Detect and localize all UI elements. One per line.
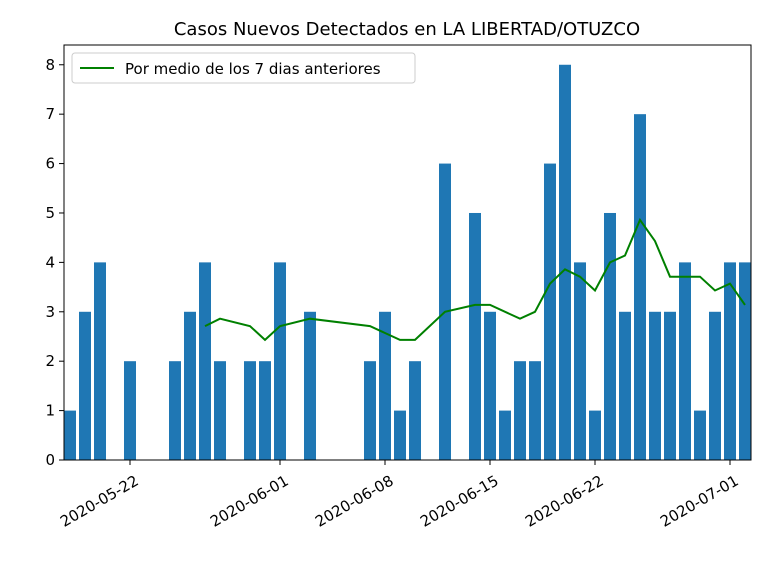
bar [679, 262, 691, 460]
bar [499, 410, 511, 460]
bar [274, 262, 286, 460]
legend: Por medio de los 7 dias anteriores [71, 52, 416, 84]
bar [589, 410, 601, 460]
bar [244, 361, 256, 460]
y-tick-label: 7 [45, 105, 55, 123]
bar [484, 311, 496, 460]
bar [619, 311, 631, 460]
bar [469, 212, 481, 460]
y-tick-label: 0 [45, 451, 55, 469]
chart-title: Casos Nuevos Detectados en LA LIBERTAD/O… [174, 19, 640, 40]
x-tick-label: 2020-06-08 [312, 472, 397, 531]
bar [184, 311, 196, 460]
x-axis: 2020-05-22 2020-06-01 2020-06-08 2020-06-15… [57, 460, 742, 531]
bars-layer [64, 64, 751, 460]
y-tick-label: 8 [45, 56, 55, 74]
plot-frame [63, 44, 752, 461]
bar [664, 311, 676, 460]
x-tick-label: 2020-06-15 [417, 472, 502, 531]
y-tick-label: 3 [45, 303, 55, 321]
bar [529, 361, 541, 460]
bar [544, 163, 556, 460]
bar [649, 311, 661, 460]
y-tick-label: 1 [45, 402, 55, 420]
bar [694, 410, 706, 460]
bar [724, 262, 736, 460]
bar [394, 410, 406, 460]
bar [634, 114, 646, 460]
y-tick-label: 2 [45, 352, 55, 370]
bar [574, 262, 586, 460]
line-layer [204, 217, 746, 342]
bar [94, 262, 106, 460]
bar [604, 212, 616, 460]
bar [379, 311, 391, 460]
bar [79, 311, 91, 460]
y-tick-label: 5 [45, 204, 55, 222]
bar [64, 410, 76, 460]
bar [364, 361, 376, 460]
moving-average-line [204, 217, 746, 342]
x-tick-label: 2020-06-01 [207, 472, 292, 531]
bar [559, 64, 571, 460]
bar [514, 361, 526, 460]
y-axis: 0 1 2 3 4 5 6 7 8 [45, 56, 64, 469]
bar [709, 311, 721, 460]
legend-label: Por medio de los 7 dias anteriores [125, 60, 381, 78]
bar [169, 361, 181, 460]
bar [409, 361, 421, 460]
bar [304, 311, 316, 460]
y-tick-label: 4 [45, 253, 55, 271]
x-tick-label: 2020-06-22 [522, 472, 607, 531]
bar [259, 361, 271, 460]
bar [739, 262, 751, 460]
bar [214, 361, 226, 460]
y-tick-label: 6 [45, 155, 55, 173]
x-tick-label: 2020-07-01 [657, 472, 742, 531]
bar [124, 361, 136, 460]
x-tick-label: 2020-05-22 [57, 472, 142, 531]
legend-box [71, 52, 416, 84]
bar [199, 262, 211, 460]
